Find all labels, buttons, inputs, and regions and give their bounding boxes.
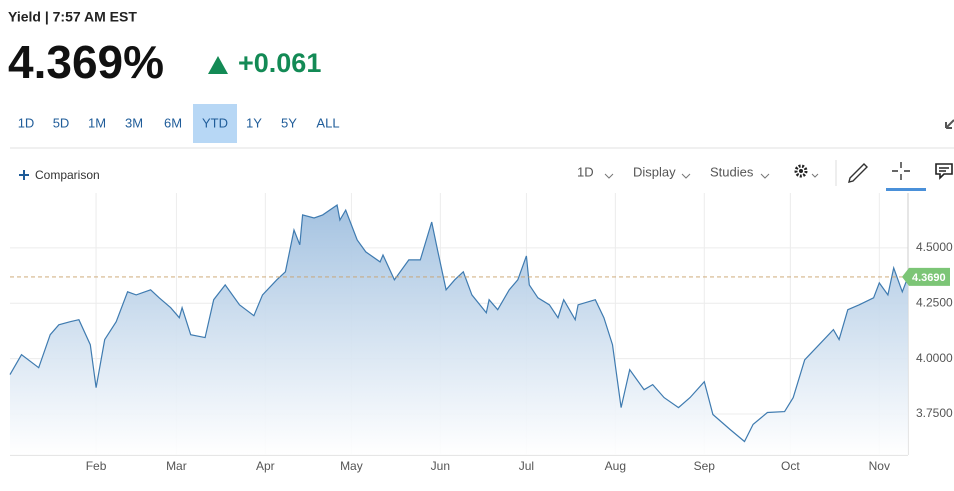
range-tab[interactable]: 5Y bbox=[281, 115, 297, 130]
x-tick-label: Apr bbox=[256, 459, 275, 473]
up-arrow-icon bbox=[208, 56, 228, 74]
y-tick-label: 3.7500 bbox=[916, 406, 953, 420]
quote-title: Yield | 7:57 AM EST bbox=[8, 9, 137, 25]
x-tick-label: Aug bbox=[605, 459, 626, 473]
caret bbox=[760, 173, 770, 179]
x-tick-label: Oct bbox=[781, 459, 800, 473]
y-tick-label: 4.5000 bbox=[916, 240, 953, 254]
x-tick-label: Sep bbox=[694, 459, 716, 473]
crosshair-icon[interactable] bbox=[892, 162, 910, 180]
comparison-button[interactable]: Comparison bbox=[35, 168, 100, 182]
range-tab[interactable]: 3M bbox=[125, 115, 143, 130]
caret bbox=[681, 173, 691, 179]
range-tabs: 1D 5D 1M 3M 6M YTD 1Y 5Y ALL bbox=[18, 104, 340, 143]
range-tab[interactable]: 1D bbox=[18, 115, 35, 130]
studies-button[interactable]: Studies bbox=[710, 164, 754, 179]
settings-icon[interactable] bbox=[794, 164, 819, 178]
interval-button[interactable]: 1D bbox=[577, 164, 594, 179]
x-tick-label: May bbox=[340, 459, 363, 473]
range-tab[interactable]: YTD bbox=[202, 115, 228, 130]
y-tick-label: 4.0000 bbox=[916, 351, 953, 365]
plus-icon[interactable] bbox=[19, 170, 29, 180]
x-tick-label: Nov bbox=[869, 459, 890, 473]
range-tab[interactable]: 1M bbox=[88, 115, 106, 130]
x-tick-label: Jul bbox=[519, 459, 534, 473]
y-tick-label: 4.2500 bbox=[916, 295, 953, 309]
last-value-label: 4.3690 bbox=[912, 272, 946, 284]
range-tab[interactable]: ALL bbox=[316, 115, 339, 130]
last-value-badge bbox=[902, 267, 950, 286]
price-line bbox=[9, 203, 909, 443]
area-fill bbox=[10, 205, 908, 455]
range-tab[interactable]: 6M bbox=[164, 115, 182, 130]
draw-icon[interactable] bbox=[848, 163, 868, 183]
x-tick-label: Jun bbox=[431, 459, 450, 473]
x-tick-label: Mar bbox=[166, 459, 187, 473]
x-tick-label: Feb bbox=[86, 459, 107, 473]
chart: Feb Mar Apr May Jun Jul Aug Sep Oct Nov 3.7500 4.00… bbox=[9, 193, 953, 473]
range-tab[interactable]: 1Y bbox=[246, 115, 262, 130]
range-tab[interactable]: 5D bbox=[53, 115, 70, 130]
comment-icon[interactable] bbox=[935, 163, 953, 180]
display-button[interactable]: Display bbox=[633, 164, 676, 179]
expand-icon[interactable] bbox=[945, 119, 954, 129]
quote-price: 4.369% bbox=[8, 36, 164, 88]
active-range-bg bbox=[193, 104, 237, 143]
quote-change: +0.061 bbox=[238, 48, 321, 78]
caret bbox=[604, 173, 614, 179]
active-tool-indicator bbox=[886, 188, 926, 191]
